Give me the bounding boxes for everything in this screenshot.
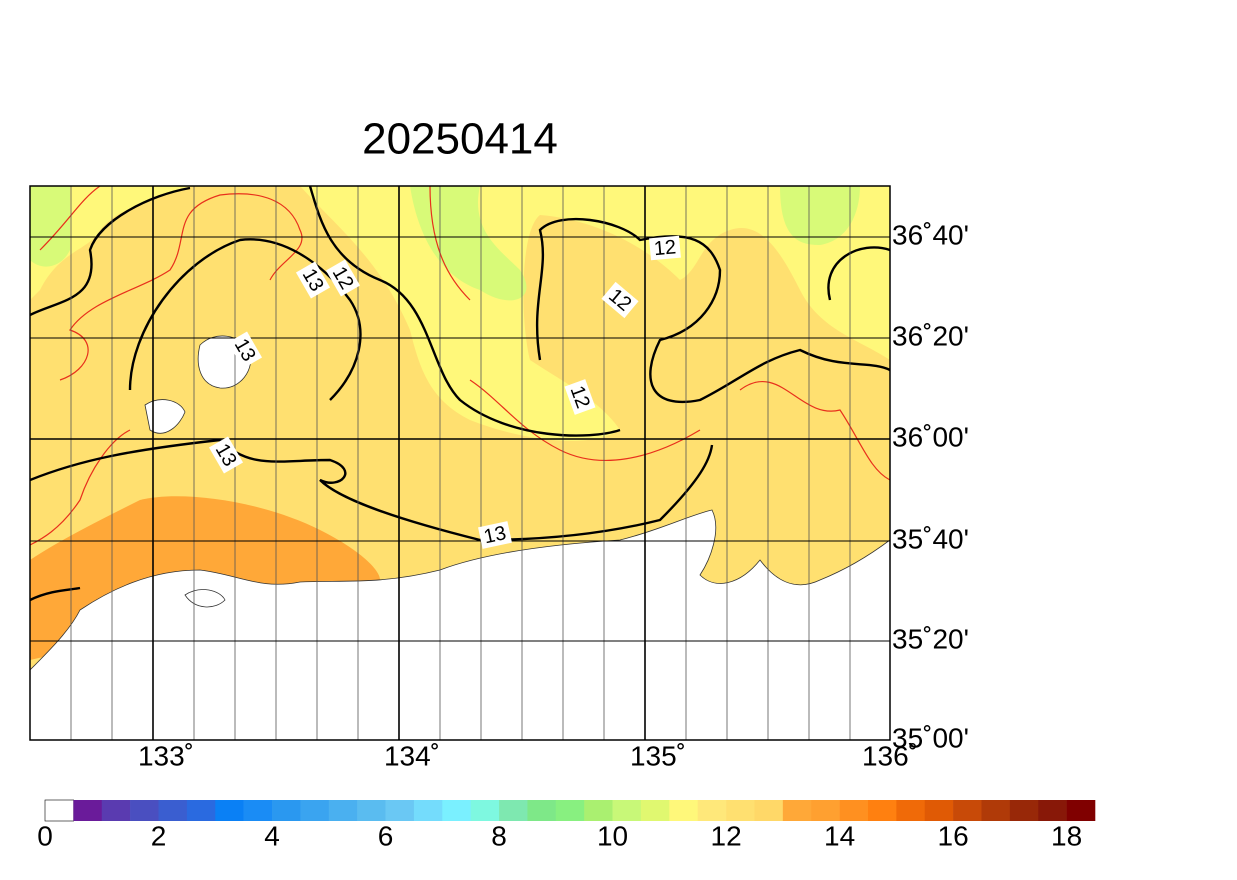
colorbar-box bbox=[499, 800, 528, 821]
colorbar-tick-label: 4 bbox=[264, 820, 280, 851]
contour-label-bg bbox=[227, 331, 263, 369]
colorbar-box bbox=[953, 800, 982, 821]
colorbar-box bbox=[328, 800, 358, 821]
contour-label: 13 bbox=[478, 521, 512, 549]
colorbar-box bbox=[697, 800, 727, 821]
thin-contour bbox=[30, 186, 890, 546]
colorbar-box bbox=[385, 800, 415, 821]
lat-label: 36˚00' bbox=[892, 421, 969, 452]
cool-region bbox=[410, 186, 527, 301]
lat-label: 35˚40' bbox=[892, 523, 969, 554]
colorbar-box bbox=[726, 800, 755, 821]
map-field bbox=[30, 186, 890, 740]
colorbar-tick-label: 10 bbox=[597, 820, 628, 851]
colorbar-box bbox=[669, 800, 699, 821]
lat-label: 35˚20' bbox=[892, 623, 969, 654]
colorbar-tick-label: 18 bbox=[1051, 820, 1082, 851]
land bbox=[30, 509, 890, 740]
colorbar-box bbox=[413, 800, 443, 821]
colorbar-box bbox=[130, 800, 159, 821]
colorbar-box bbox=[44, 799, 74, 822]
island bbox=[144, 399, 186, 434]
colorbar-box bbox=[640, 800, 670, 821]
colorbar-box bbox=[754, 800, 784, 821]
lon-label: 134˚ bbox=[384, 740, 440, 771]
colorbar-box bbox=[272, 800, 301, 821]
colorbar-box bbox=[101, 800, 131, 821]
colorbar-tick-label: 14 bbox=[824, 820, 855, 851]
colorbar-box bbox=[867, 800, 897, 821]
colorbar-box bbox=[158, 800, 188, 821]
cool-region bbox=[30, 186, 70, 267]
colorbar-box bbox=[981, 800, 1011, 821]
title: 20250414 bbox=[362, 115, 558, 164]
contour-label-bg bbox=[478, 521, 512, 549]
contour-label-bg bbox=[564, 379, 596, 415]
colorbar-tick-label: 0 bbox=[37, 820, 53, 851]
lon-label: 135˚ bbox=[630, 740, 686, 771]
contour-label-bg bbox=[208, 436, 244, 474]
map-frame bbox=[29, 185, 891, 741]
colorbar-tick-label: 12 bbox=[711, 820, 742, 851]
contour-label-bg bbox=[601, 281, 639, 319]
cool-region bbox=[780, 186, 860, 245]
colorbar-tick-label: 2 bbox=[151, 820, 167, 851]
colorbar-box bbox=[811, 800, 840, 821]
contour-label-bg bbox=[325, 259, 361, 297]
contour-label-text: 12 bbox=[653, 236, 677, 260]
colorbar-box bbox=[243, 800, 273, 821]
colorbar-tick-label: 8 bbox=[491, 820, 507, 851]
colorbar-box bbox=[215, 800, 244, 821]
colorbar-box bbox=[1038, 800, 1067, 821]
thick-contour bbox=[30, 186, 890, 602]
colorbar-box bbox=[896, 800, 926, 821]
colorbar-box bbox=[555, 800, 585, 821]
colorbar-box bbox=[442, 800, 471, 821]
colorbar-box bbox=[924, 800, 954, 821]
colorbar-box bbox=[839, 800, 869, 821]
colorbar-box bbox=[470, 800, 500, 821]
lon-label: 133˚ bbox=[138, 740, 194, 771]
colorbar-box bbox=[612, 800, 642, 821]
colorbar-box bbox=[782, 800, 812, 821]
colorbar-box bbox=[186, 800, 216, 821]
colorbar-box bbox=[1066, 800, 1096, 821]
lat-label: 36˚20' bbox=[892, 320, 969, 351]
lat-label: 36˚40' bbox=[892, 219, 969, 250]
lat-label: 35˚00' bbox=[892, 722, 969, 753]
colorbar-box bbox=[527, 800, 557, 821]
contour-label-bg bbox=[649, 235, 681, 261]
colorbar-box bbox=[1009, 800, 1039, 821]
contour-label: 12 bbox=[649, 235, 681, 261]
island bbox=[184, 589, 226, 608]
colorbar-tick-label: 6 bbox=[378, 820, 394, 851]
contour-label-text: 13 bbox=[482, 522, 508, 548]
colorbar-box bbox=[300, 800, 330, 821]
colorbar-box bbox=[584, 800, 613, 821]
lon-label: 136˚ bbox=[862, 740, 918, 771]
colorbar-box bbox=[73, 800, 103, 821]
colorbar-box bbox=[357, 800, 386, 821]
labels: 133˚ 134˚ 135˚ 136˚ 36˚40' 36˚20' 36˚00' 35˚40'… bbox=[138, 219, 969, 771]
colorbar-tick-label: 16 bbox=[938, 820, 969, 851]
contour-label-bg bbox=[295, 261, 331, 299]
